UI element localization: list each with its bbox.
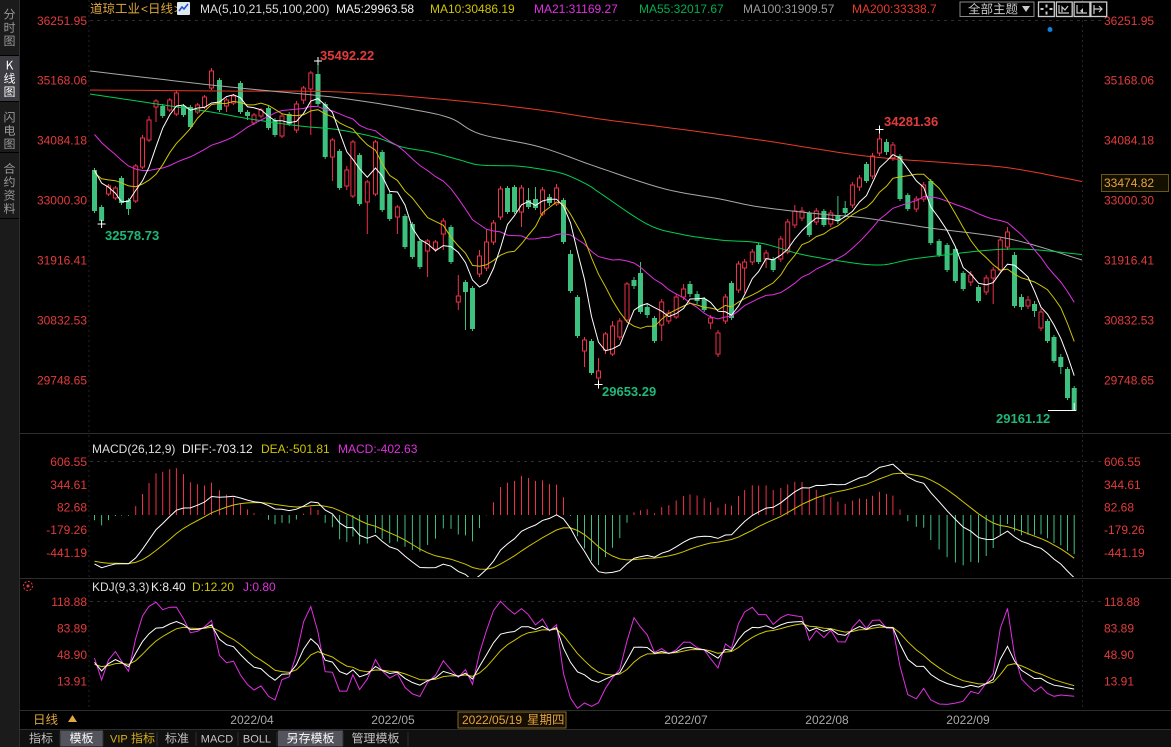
svg-text:344.61: 344.61 bbox=[1104, 478, 1141, 492]
svg-text:J:0.80: J:0.80 bbox=[243, 580, 276, 594]
svg-text:DIFF:-703.12: DIFF:-703.12 bbox=[182, 442, 253, 456]
svg-text:-441.19: -441.19 bbox=[46, 546, 87, 560]
svg-text:2022/08: 2022/08 bbox=[805, 713, 849, 727]
svg-text:606.55: 606.55 bbox=[1104, 455, 1141, 469]
svg-text:29748.65: 29748.65 bbox=[1104, 374, 1154, 388]
svg-text:-441.19: -441.19 bbox=[1104, 546, 1145, 560]
svg-text:35168.06: 35168.06 bbox=[37, 74, 87, 88]
svg-text:MACD: MACD bbox=[201, 734, 233, 746]
svg-text:-179.26: -179.26 bbox=[46, 523, 87, 537]
svg-text:2022/04: 2022/04 bbox=[230, 713, 274, 727]
svg-text:13.91: 13.91 bbox=[1104, 675, 1134, 689]
svg-text:MA5:29963.58: MA5:29963.58 bbox=[336, 2, 414, 16]
svg-text:32578.73: 32578.73 bbox=[105, 228, 159, 243]
svg-text:33474.82: 33474.82 bbox=[1104, 176, 1154, 190]
svg-text:34281.36: 34281.36 bbox=[884, 114, 938, 129]
svg-text:2022/05: 2022/05 bbox=[371, 713, 415, 727]
svg-text:48.90: 48.90 bbox=[57, 648, 87, 662]
svg-text:344.61: 344.61 bbox=[50, 478, 87, 492]
svg-text:MA10:30486.19: MA10:30486.19 bbox=[430, 2, 515, 16]
svg-text:-179.26: -179.26 bbox=[1104, 523, 1145, 537]
svg-text:83.89: 83.89 bbox=[57, 622, 87, 636]
svg-text:118.88: 118.88 bbox=[51, 595, 87, 609]
svg-text:82.68: 82.68 bbox=[1104, 501, 1134, 515]
svg-text:83.89: 83.89 bbox=[1104, 622, 1134, 636]
svg-text:<: < bbox=[141, 2, 148, 16]
svg-text:48.90: 48.90 bbox=[1104, 648, 1134, 662]
svg-text:MA200:33338.7: MA200:33338.7 bbox=[852, 2, 937, 16]
svg-text:2022/09: 2022/09 bbox=[946, 713, 990, 727]
svg-text:35168.06: 35168.06 bbox=[1104, 74, 1154, 88]
svg-text:606.55: 606.55 bbox=[50, 455, 87, 469]
svg-text:31916.41: 31916.41 bbox=[1104, 254, 1154, 268]
svg-text:MA55:32017.67: MA55:32017.67 bbox=[639, 2, 724, 16]
svg-text:K:8.40: K:8.40 bbox=[151, 580, 186, 594]
svg-text:30832.53: 30832.53 bbox=[37, 314, 87, 328]
svg-text:BOLL: BOLL bbox=[243, 734, 271, 746]
svg-text:DEA:-501.81: DEA:-501.81 bbox=[261, 442, 330, 456]
svg-text:34084.18: 34084.18 bbox=[37, 134, 87, 148]
svg-text:MACD:-402.63: MACD:-402.63 bbox=[338, 442, 418, 456]
svg-text:33000.30: 33000.30 bbox=[37, 194, 87, 208]
svg-text:31916.41: 31916.41 bbox=[37, 254, 87, 268]
svg-text:30832.53: 30832.53 bbox=[1104, 314, 1154, 328]
svg-text:34084.18: 34084.18 bbox=[1104, 134, 1154, 148]
svg-text:2022/05/19: 2022/05/19 bbox=[462, 713, 522, 727]
svg-text:2022/07: 2022/07 bbox=[664, 713, 708, 727]
svg-text:D:12.20: D:12.20 bbox=[192, 580, 234, 594]
svg-text:36251.95: 36251.95 bbox=[37, 14, 87, 28]
svg-text:29653.29: 29653.29 bbox=[602, 384, 656, 399]
svg-text:82.68: 82.68 bbox=[57, 501, 87, 515]
svg-text:29748.65: 29748.65 bbox=[37, 374, 87, 388]
svg-text:VIP: VIP bbox=[110, 734, 128, 746]
svg-text:MA21:31169.27: MA21:31169.27 bbox=[534, 2, 618, 16]
svg-text:35492.22: 35492.22 bbox=[320, 48, 374, 63]
svg-text:29161.12: 29161.12 bbox=[996, 411, 1050, 426]
svg-text:KDJ(9,3,3): KDJ(9,3,3) bbox=[92, 580, 149, 594]
svg-text:118.88: 118.88 bbox=[1104, 595, 1140, 609]
svg-text:MA(5,10,21,55,100,200): MA(5,10,21,55,100,200) bbox=[200, 2, 329, 16]
svg-text:MA100:31909.57: MA100:31909.57 bbox=[743, 2, 835, 16]
svg-text:36251.95: 36251.95 bbox=[1104, 14, 1154, 28]
svg-text:13.91: 13.91 bbox=[57, 675, 87, 689]
svg-text:33000.30: 33000.30 bbox=[1104, 194, 1154, 208]
svg-text:MACD(26,12,9): MACD(26,12,9) bbox=[92, 442, 175, 456]
